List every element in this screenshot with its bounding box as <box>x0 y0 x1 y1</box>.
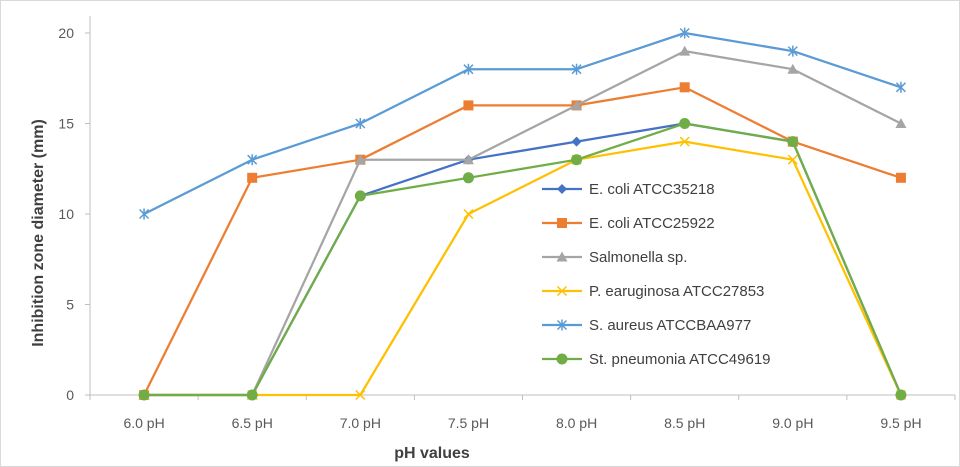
legend-label: E. coli ATCC35218 <box>589 181 715 198</box>
data-point <box>787 154 798 165</box>
data-point <box>354 154 366 165</box>
data-point <box>787 45 798 57</box>
x-axis-title: pH values <box>394 445 470 462</box>
data-point <box>355 389 366 401</box>
series-layer <box>138 27 907 401</box>
y-tick-label: 0 <box>66 387 74 403</box>
data-point <box>787 136 799 148</box>
data-point <box>895 81 906 93</box>
data-point <box>571 154 583 166</box>
data-point <box>246 389 258 401</box>
data-point <box>462 154 474 165</box>
legend-item: E. coli ATCC25922 <box>542 215 715 232</box>
data-point <box>895 389 907 401</box>
data-point <box>571 136 582 147</box>
series-5 <box>139 27 906 220</box>
legend-item: St. pneumonia ATCC49619 <box>542 351 771 368</box>
x-tick-label: 9.0 pH <box>772 415 813 431</box>
y-tick-label: 15 <box>58 116 74 132</box>
y-axis-title: Inhibition zone diameter (mm) <box>30 119 47 347</box>
data-point <box>787 63 799 74</box>
data-point <box>679 27 690 39</box>
series-line <box>143 86 902 396</box>
legend-label: St. pneumonia ATCC49619 <box>589 351 771 368</box>
data-point <box>138 389 150 401</box>
series-line <box>143 31 902 216</box>
legend-marker <box>557 218 567 228</box>
data-point <box>463 208 474 220</box>
x-tick-label: 9.5 pH <box>880 415 921 431</box>
data-point <box>355 118 366 129</box>
data-point <box>247 154 258 166</box>
series-line <box>144 122 902 397</box>
y-tick-label: 20 <box>58 25 74 41</box>
data-point <box>462 172 474 184</box>
data-point <box>571 63 582 75</box>
y-tick-label: 5 <box>66 297 74 313</box>
x-tick-label: 8.0 pH <box>556 415 597 431</box>
legend-label: S. aureus ATCCBAA977 <box>589 317 751 334</box>
x-tick-label: 8.5 pH <box>664 415 705 431</box>
series-line <box>144 122 902 397</box>
data-point <box>679 136 690 147</box>
series-6 <box>138 118 907 401</box>
legend-item: S. aureus ATCCBAA977 <box>542 317 751 334</box>
legend-item: Salmonella sp. <box>542 249 687 266</box>
axes: 0 5 10 15 20 6.0 pH 6.5 pH 7.0 pH 7.5 pH 8.0 pH 8.… <box>58 16 956 431</box>
legend-marker <box>557 184 567 194</box>
legend-label: P. earuginosa ATCC27853 <box>589 283 764 300</box>
x-tick-label: 7.0 pH <box>340 415 381 431</box>
legend-item: P. earuginosa ATCC27853 <box>542 283 764 300</box>
x-tick-label: 7.5 pH <box>448 415 489 431</box>
x-tick-label: 6.5 pH <box>232 415 273 431</box>
data-point <box>679 45 691 56</box>
legend-label: Salmonella sp. <box>589 249 687 266</box>
y-tick-label: 10 <box>58 206 74 222</box>
data-point <box>679 82 690 93</box>
legend-marker <box>556 353 568 365</box>
x-tick-label: 6.0 pH <box>123 415 164 431</box>
legend-marker <box>556 251 568 262</box>
data-point <box>354 190 366 202</box>
data-point <box>463 63 474 75</box>
legend-marker <box>556 319 568 331</box>
data-point <box>247 172 258 183</box>
data-point <box>463 100 474 111</box>
series-line <box>144 140 902 397</box>
legend-label: E. coli ATCC25922 <box>589 215 715 232</box>
data-point <box>895 172 906 183</box>
legend-marker <box>556 285 568 297</box>
data-point <box>895 118 907 128</box>
series-2 <box>139 82 906 400</box>
series-3 <box>138 45 907 400</box>
data-point <box>139 208 150 220</box>
series-line <box>144 49 902 397</box>
legend-item: E. coli ATCC35218 <box>542 181 715 198</box>
legend: E. coli ATCC35218 E. coli ATCC25922 Salmon… <box>542 181 771 368</box>
data-point <box>679 118 691 129</box>
data-point <box>571 99 583 110</box>
